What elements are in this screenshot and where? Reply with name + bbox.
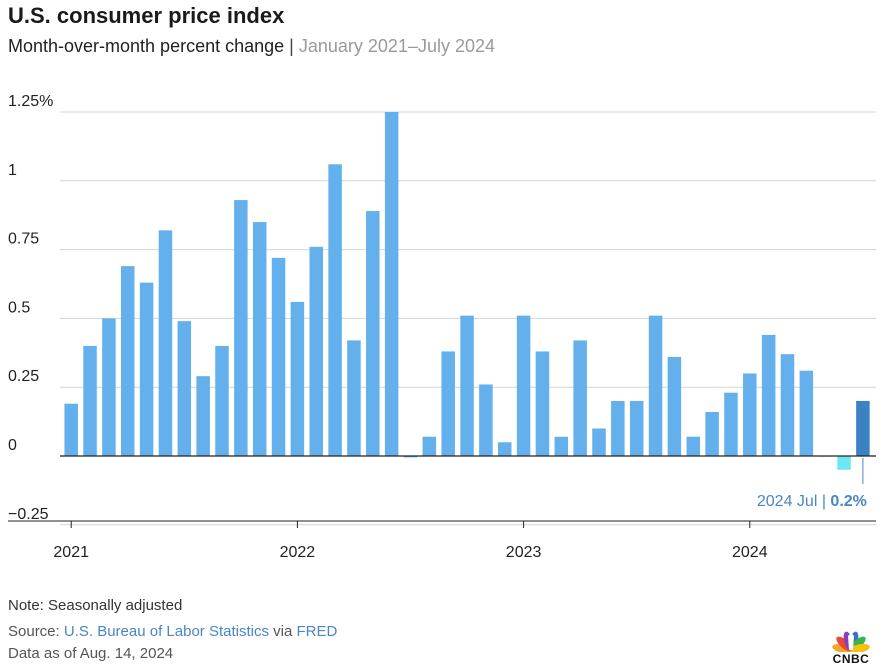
bar-2023-mar [555, 437, 569, 456]
x-tick-label: 2021 [53, 544, 89, 561]
bar-2021-may [140, 283, 154, 456]
peacock-icon [826, 622, 876, 652]
data-as-of: Data as of Aug. 14, 2024 [8, 645, 173, 662]
bar-2023-sep [668, 357, 682, 456]
bar-2021-jan [64, 404, 78, 456]
bar-2022-may [366, 211, 380, 456]
bar-2023-dec [724, 393, 738, 456]
bar-2023-nov [705, 412, 719, 456]
annotation-label: 2024 Jul | 0.2% [757, 493, 867, 510]
bar-2022-nov [479, 384, 493, 456]
bar-2021-dec [272, 258, 286, 456]
bar-2022-feb [310, 247, 324, 456]
bar-2021-aug [196, 376, 210, 456]
chart-title: U.S. consumer price index [8, 3, 284, 29]
bar-2021-mar [102, 318, 116, 456]
bar-2023-aug [649, 316, 663, 456]
y-tick-label: 1.25% [8, 93, 53, 110]
bar-2024-feb [762, 335, 776, 456]
bar-2022-mar [328, 164, 342, 456]
bar-2024-jul [856, 401, 870, 456]
bar-2024-jan [743, 373, 757, 456]
bar-2023-jan [517, 316, 531, 456]
bar-2022-jun [385, 112, 399, 456]
cpi-bar-chart: 1.25% 1 0.75 0.5 0.25 0 −0.25 2021 2022 2023 2024 … [0, 80, 886, 570]
peacock-body [848, 634, 854, 650]
y-tick-label: −0.25 [8, 506, 49, 523]
source-prefix: Source: [8, 623, 64, 640]
cnbc-logo: CNBC [826, 622, 876, 666]
bar-2021-feb [83, 346, 97, 456]
annotation-value: 0.2% [830, 493, 866, 510]
bar-2022-oct [460, 316, 474, 456]
bar-2021-sep [215, 346, 229, 456]
subtitle-separator: | [289, 36, 294, 56]
bar-2023-feb [536, 351, 550, 456]
axes: 1.25% 1 0.75 0.5 0.25 0 −0.25 2021 2022 2023 2024 [8, 93, 876, 561]
bar-2021-apr [121, 266, 135, 456]
bars [64, 112, 869, 470]
y-tick-label: 0.75 [8, 231, 39, 248]
logo-text: CNBC [826, 652, 876, 666]
annotation-period: 2024 Jul [757, 493, 822, 510]
source-bls-link[interactable]: U.S. Bureau of Labor Statistics [64, 623, 269, 640]
bar-2021-jun [159, 230, 173, 456]
bar-2021-jul [178, 321, 192, 456]
bar-2022-sep [441, 351, 455, 456]
chart-subtitle: Month-over-month percent change | Januar… [8, 36, 495, 57]
y-tick-label: 0 [8, 437, 17, 454]
source-fred-link[interactable]: FRED [297, 623, 338, 640]
source-line: Source: U.S. Bureau of Labor Statistics … [8, 623, 337, 640]
bar-2024-jun [837, 456, 851, 470]
bar-2023-oct [687, 437, 701, 456]
y-tick-label: 0.5 [8, 299, 30, 316]
bar-2022-jan [291, 302, 305, 456]
bar-2022-dec [498, 442, 512, 456]
bar-2024-apr [800, 371, 814, 456]
source-via: via [269, 623, 297, 640]
y-tick-label: 1 [8, 162, 17, 179]
annotation-sep: | [822, 493, 831, 510]
subtitle-main: Month-over-month percent change [8, 36, 284, 56]
x-tick-label: 2022 [280, 544, 316, 561]
bar-2023-jun [611, 401, 625, 456]
bar-2023-apr [573, 340, 587, 456]
x-tick-label: 2024 [732, 544, 768, 561]
bar-2021-nov [253, 222, 267, 456]
subtitle-range: January 2021–July 2024 [299, 36, 495, 56]
bar-2024-mar [781, 354, 795, 456]
x-tick-label: 2023 [506, 544, 542, 561]
bar-2023-jul [630, 401, 644, 456]
y-tick-label: 0.25 [8, 368, 39, 385]
footnote: Note: Seasonally adjusted [8, 597, 182, 614]
bar-2022-aug [423, 437, 437, 456]
bar-2023-may [592, 428, 606, 456]
bar-2021-oct [234, 200, 248, 456]
bar-2022-apr [347, 340, 361, 456]
